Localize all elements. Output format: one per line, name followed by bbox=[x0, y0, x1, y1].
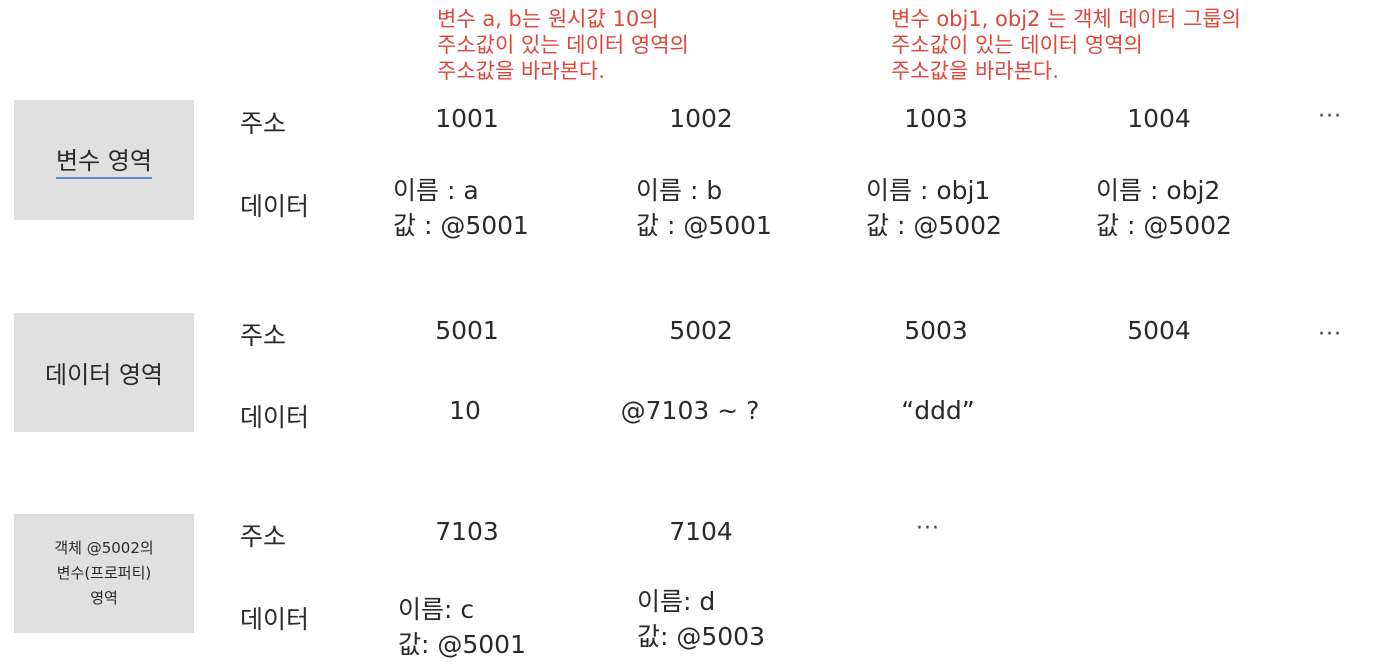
variable-cell: 이름 : a 값 : @5001 bbox=[393, 173, 529, 243]
address-label: 주소 bbox=[240, 321, 287, 350]
ellipsis: ··· bbox=[916, 516, 940, 541]
object-region-title: 객체 @5002의 변수(프로퍼티) 영역 bbox=[54, 536, 153, 611]
note-line: 주소값이 있는 데이터 영역의 bbox=[437, 33, 689, 57]
variable-name: 이름 : obj2 bbox=[1096, 176, 1221, 205]
object-region-title-line: 영역 bbox=[90, 589, 118, 607]
property-cell: 이름: c 값: @5001 bbox=[398, 592, 526, 662]
note-line: 변수 a, b는 원시값 10의 bbox=[437, 7, 659, 31]
variable-region-box: 변수 영역 bbox=[14, 100, 194, 220]
variable-value: 값 : @5001 bbox=[393, 211, 529, 240]
address-cell: 5003 bbox=[904, 316, 968, 345]
property-value: 값: @5001 bbox=[398, 630, 526, 659]
property-cell: 이름: d 값: @5003 bbox=[637, 584, 765, 654]
note-line: 주소값이 있는 데이터 영역의 bbox=[891, 33, 1143, 57]
variable-name: 이름 : a bbox=[393, 176, 479, 205]
ellipsis: ··· bbox=[1318, 322, 1342, 347]
address-cell: 5002 bbox=[669, 316, 733, 345]
address-label: 주소 bbox=[240, 109, 287, 138]
data-value: “ddd” bbox=[901, 396, 975, 425]
variable-region-title: 변수 영역 bbox=[56, 141, 152, 179]
address-cell: 7103 bbox=[435, 517, 499, 546]
data-value: @7103 ~ ? bbox=[620, 396, 760, 425]
variable-name: 이름 : b bbox=[636, 176, 723, 205]
object-region-box: 객체 @5002의 변수(프로퍼티) 영역 bbox=[14, 514, 194, 633]
note-object-reference: 변수 obj1, obj2 는 객체 데이터 그룹의 주소값이 있는 데이터 영… bbox=[891, 6, 1241, 84]
variable-cell: 이름 : obj1 값 : @5002 bbox=[866, 173, 1002, 243]
address-label: 주소 bbox=[240, 522, 287, 551]
address-cell: 1003 bbox=[904, 104, 968, 133]
address-cell: 1002 bbox=[669, 104, 733, 133]
property-value: 값: @5003 bbox=[637, 622, 765, 651]
object-region-title-line: 객체 @5002의 bbox=[54, 539, 154, 557]
note-line: 주소값을 바라본다. bbox=[437, 59, 605, 83]
note-primitive-reference: 변수 a, b는 원시값 10의 주소값이 있는 데이터 영역의 주소값을 바라… bbox=[437, 6, 689, 84]
property-name: 이름: d bbox=[637, 587, 716, 616]
variable-name: 이름 : obj1 bbox=[866, 176, 991, 205]
variable-value: 값 : @5001 bbox=[636, 211, 772, 240]
variable-value: 값 : @5002 bbox=[866, 211, 1002, 240]
variable-cell: 이름 : obj2 값 : @5002 bbox=[1096, 173, 1232, 243]
note-line: 주소값을 바라본다. bbox=[891, 59, 1059, 83]
data-label: 데이터 bbox=[240, 403, 310, 432]
data-label: 데이터 bbox=[240, 192, 310, 221]
address-cell: 5001 bbox=[435, 316, 499, 345]
variable-value: 값 : @5002 bbox=[1096, 211, 1232, 240]
data-value: 10 bbox=[449, 396, 481, 425]
address-cell: 1001 bbox=[435, 104, 499, 133]
object-region-title-line: 변수(프로퍼티) bbox=[56, 564, 152, 582]
property-name: 이름: c bbox=[398, 595, 475, 624]
variable-cell: 이름 : b 값 : @5001 bbox=[636, 173, 772, 243]
data-region-title: 데이터 영역 bbox=[44, 361, 164, 389]
data-region-box: 데이터 영역 bbox=[14, 313, 194, 432]
ellipsis: ··· bbox=[1318, 104, 1342, 129]
address-cell: 1004 bbox=[1127, 104, 1191, 133]
address-cell: 7104 bbox=[669, 517, 733, 546]
note-line: 변수 obj1, obj2 는 객체 데이터 그룹의 bbox=[891, 7, 1241, 31]
data-label: 데이터 bbox=[240, 605, 310, 634]
address-cell: 5004 bbox=[1127, 316, 1191, 345]
